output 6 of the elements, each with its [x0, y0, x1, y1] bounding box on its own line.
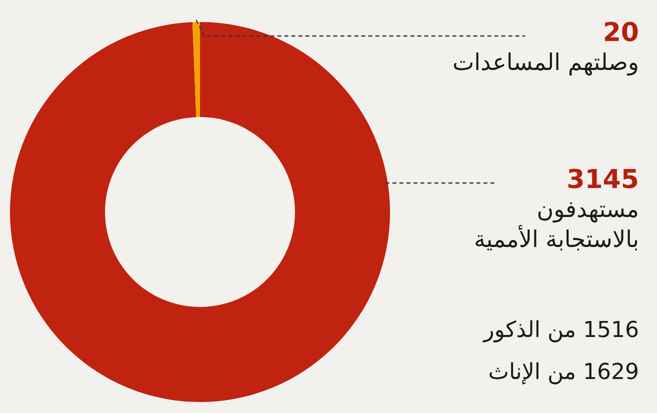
data-label: 20	[602, 18, 639, 48]
text: 1516 من الذكور	[484, 318, 639, 343]
slice-label: مستهدفون بالاستجابة الأممية	[472, 196, 639, 255]
slice-label: وصلتهم المساعدات	[452, 49, 639, 78]
data-label: 3145	[566, 165, 639, 195]
text: 1629 من الإناث	[488, 360, 639, 385]
